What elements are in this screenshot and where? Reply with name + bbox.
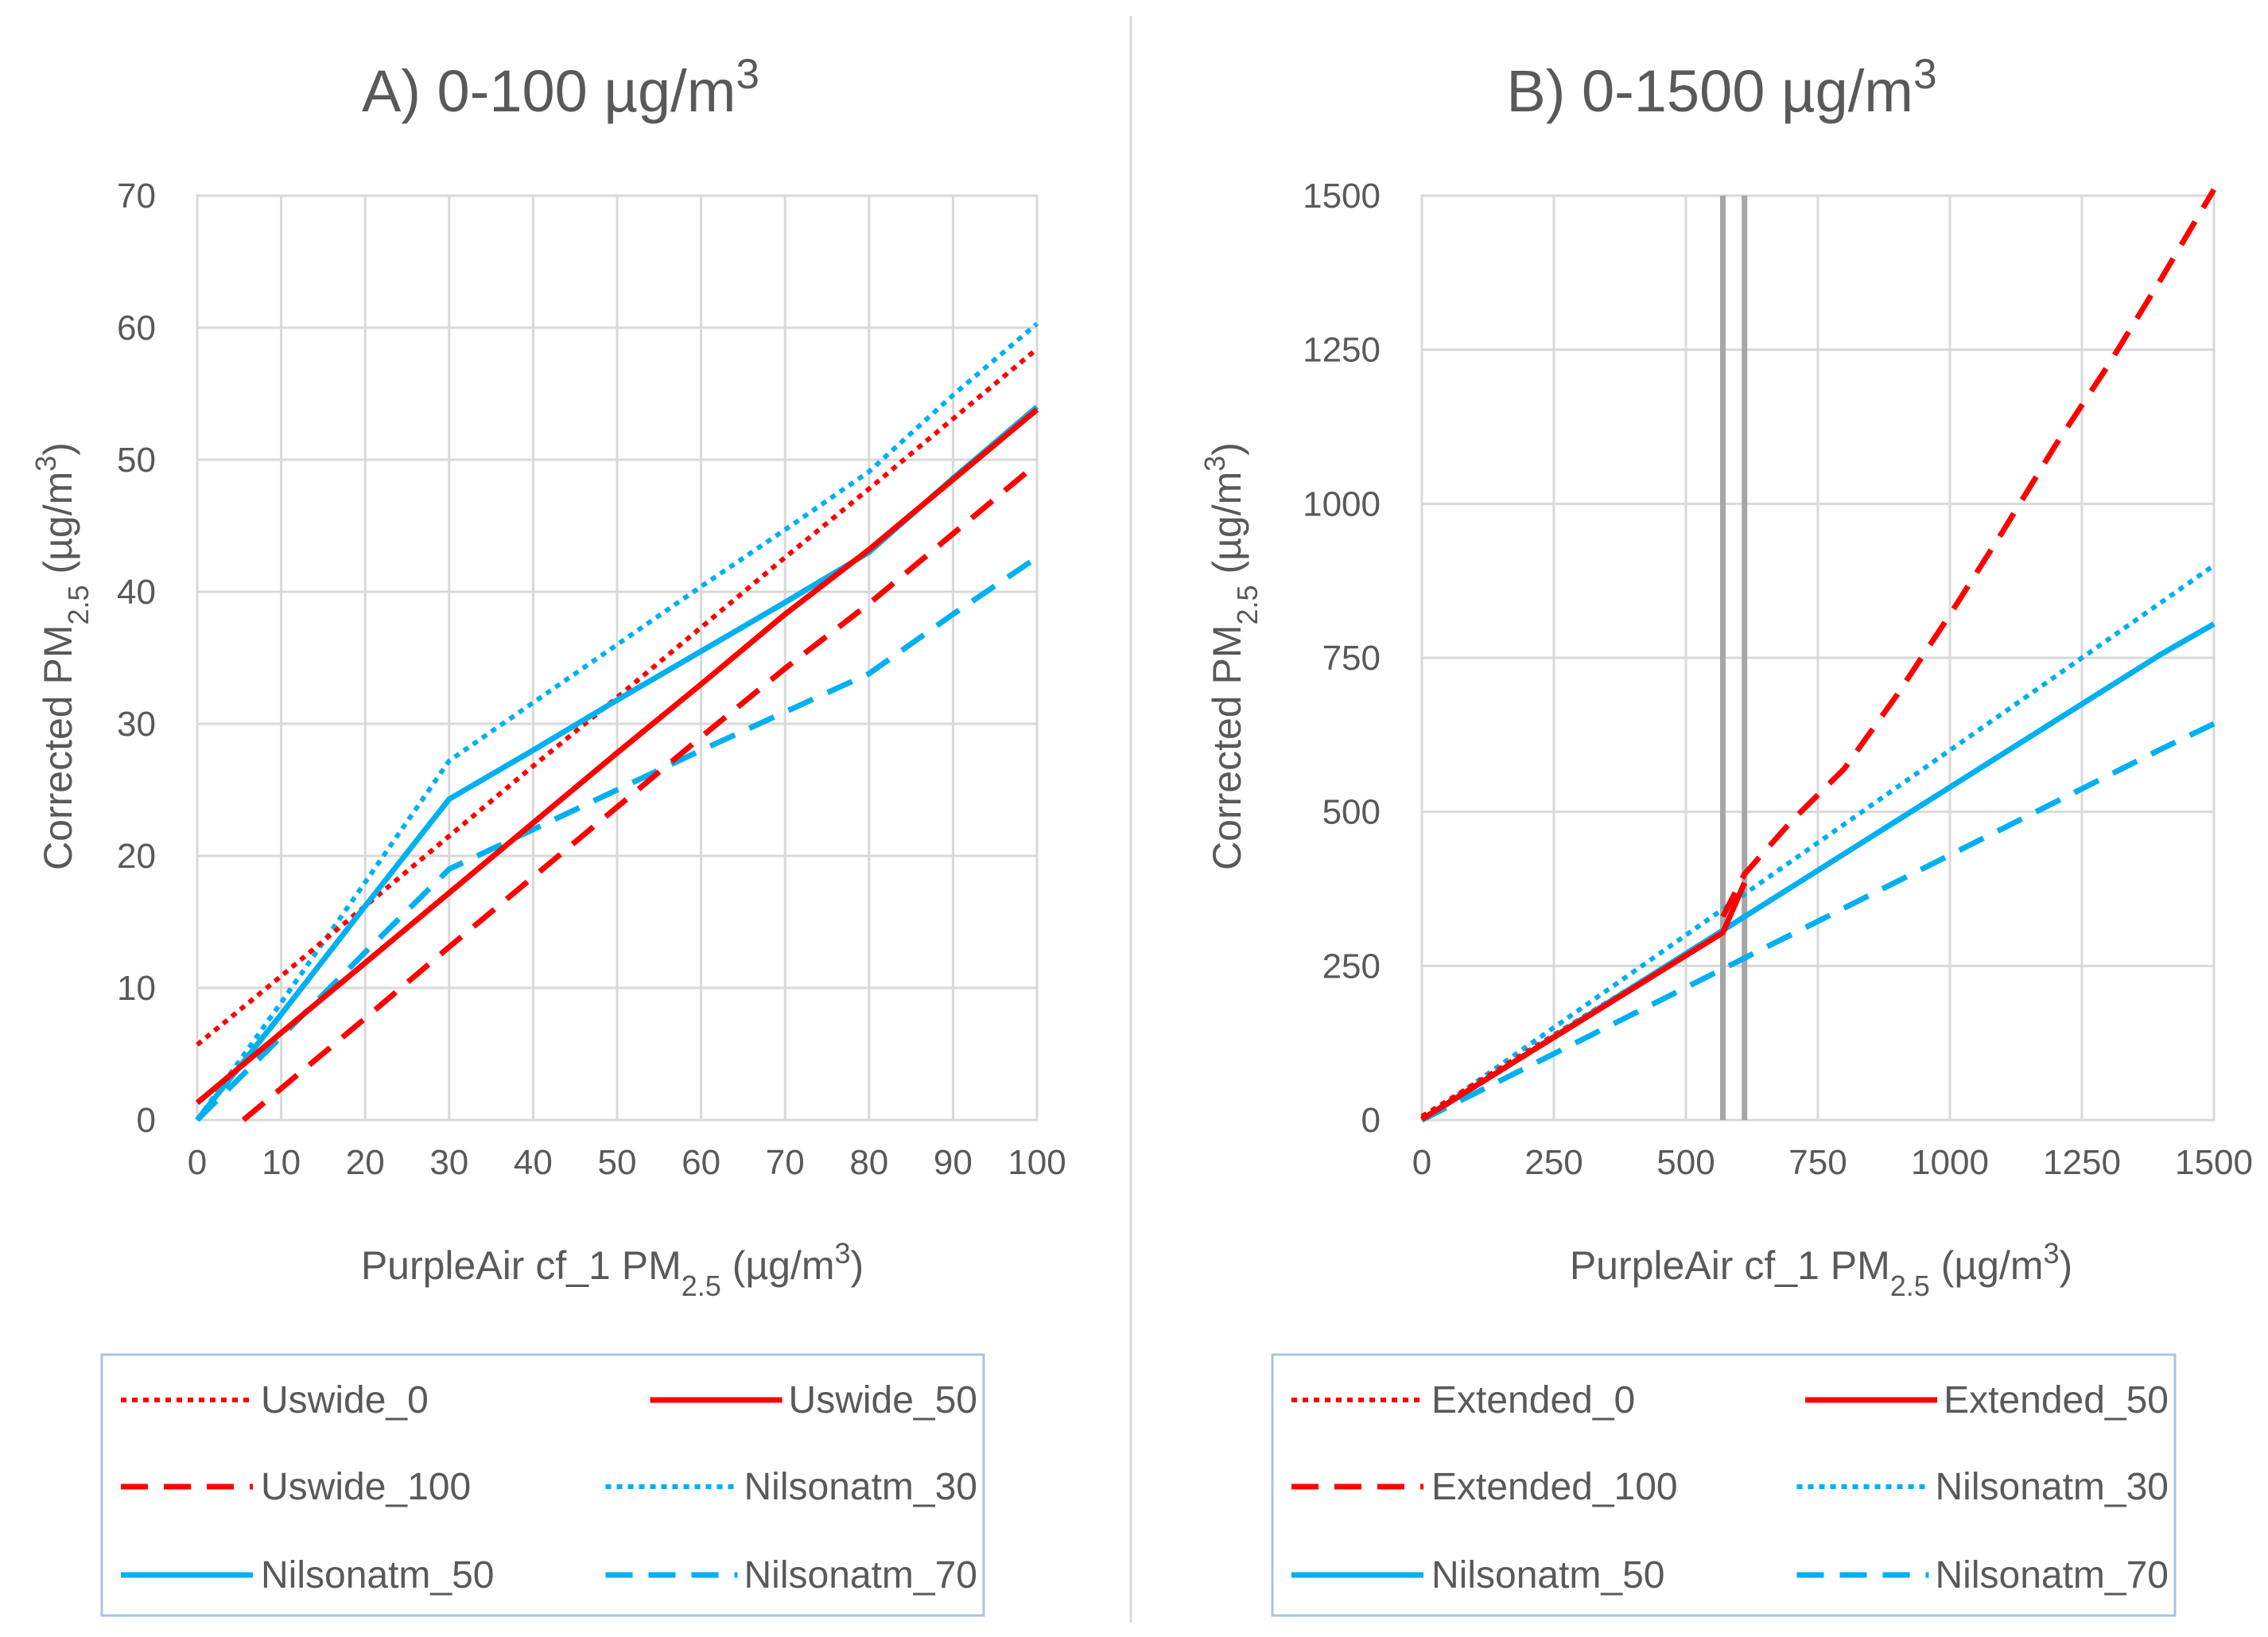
y-tick-label: 20	[117, 837, 156, 876]
series-line-nilsonatm-30	[1420, 563, 2216, 1122]
legend-label-nilsonatm-30: Nilsonatm_30	[744, 1466, 977, 1508]
legend-label-uswide-100: Uswide_100	[261, 1466, 471, 1508]
series-line-nilsonatm-70	[195, 554, 1039, 1122]
chart-b-title: B) 0-1500 µg/m3	[1506, 51, 1936, 125]
series-line-uswide-0	[196, 347, 1039, 1047]
y-tick-label: 250	[1322, 947, 1381, 986]
x-tick-label: 40	[514, 1143, 553, 1182]
x-tick-label: 1500	[2175, 1143, 2253, 1182]
chart-a-title: A) 0-100 µg/m3	[362, 51, 759, 125]
series-line-extended-100	[1720, 188, 2217, 918]
x-tick-label: 70	[766, 1143, 805, 1182]
legend-label-nilsonatm-30: Nilsonatm_30	[1936, 1466, 2169, 1508]
legend-label-extended-100: Extended_100	[1431, 1466, 1678, 1508]
x-tick-label: 60	[682, 1143, 720, 1182]
x-tick-label: 50	[598, 1143, 637, 1182]
x-tick-label: 100	[1008, 1143, 1066, 1182]
y-tick-label: 60	[117, 309, 156, 348]
chart-b-gridlines	[1420, 194, 2216, 1122]
y-tick-label: 750	[1322, 639, 1381, 678]
legend-label-nilsonatm-70: Nilsonatm_70	[744, 1554, 977, 1596]
chart-a-x-axis-label: PurpleAir cf_1 PM2.5 (µg/m3)	[361, 1237, 864, 1302]
y-tick-label: 1250	[1303, 331, 1381, 370]
y-tick-label: 0	[1361, 1101, 1381, 1140]
y-tick-label: 40	[117, 573, 156, 612]
legend-label-uswide-50: Uswide_50	[789, 1379, 977, 1421]
y-tick-label: 1000	[1303, 484, 1381, 523]
legend-label-nilsonatm-70: Nilsonatm_70	[1936, 1554, 2169, 1596]
y-tick-label: 50	[117, 441, 156, 480]
y-tick-label: 30	[117, 705, 156, 744]
chart-b-ticks: 0 250 500 750 1000 1250 1500 0 250 500 750 1000 1250…	[1303, 177, 2253, 1182]
legend-label-nilsonatm-50: Nilsonatm_50	[1431, 1554, 1664, 1596]
x-tick-label: 90	[934, 1143, 973, 1182]
chart-a-gridlines	[196, 194, 1039, 1122]
y-tick-label: 70	[117, 177, 156, 216]
x-tick-label: 750	[1788, 1143, 1847, 1182]
chart-b-y-axis-label: Corrected PM2.5 (µg/m3)	[1198, 442, 1264, 870]
chart-a-y-axis-label: Corrected PM2.5 (µg/m3)	[29, 442, 95, 870]
chart-a-series	[195, 321, 1039, 1122]
x-tick-label: 250	[1524, 1143, 1583, 1182]
x-tick-label: 30	[429, 1143, 468, 1182]
legend-label-extended-0: Extended_0	[1431, 1379, 1635, 1421]
chart-a: A) 0-100 µg/m3 0 10 20 30 40 50 60 70 80 90 100 0 10…	[29, 51, 1066, 1617]
chart-b-reference-lines	[1719, 196, 1748, 1120]
x-tick-label: 10	[262, 1143, 301, 1182]
series-line-uswide-50	[195, 407, 1039, 1106]
x-tick-label: 1250	[2043, 1143, 2121, 1182]
chart-a-legend: Uswide_0 Uswide_50 Uswide_100 Nilsonatm_30 N…	[121, 1379, 977, 1596]
chart-b: B) 0-1500 µg/m3 0 250 500 750 1000 1250 1500 0 2…	[1198, 51, 2253, 1617]
y-tick-label: 10	[117, 969, 156, 1008]
y-tick-label: 1500	[1303, 177, 1381, 216]
series-line-nilsonatm-70	[1420, 721, 2216, 1123]
x-tick-label: 1000	[1911, 1143, 1989, 1182]
x-tick-label: 0	[188, 1143, 207, 1182]
x-tick-label: 20	[346, 1143, 385, 1182]
y-tick-label: 0	[137, 1101, 156, 1140]
x-tick-label: 500	[1656, 1143, 1715, 1182]
series-line-extended-50	[1420, 881, 1747, 1122]
series-line-uswide-100	[241, 461, 1039, 1122]
x-tick-label: 0	[1412, 1143, 1431, 1182]
legend-label-nilsonatm-50: Nilsonatm_50	[261, 1554, 494, 1596]
x-tick-label: 80	[849, 1143, 888, 1182]
chart-b-x-axis-label: PurpleAir cf_1 PM2.5 (µg/m3)	[1570, 1237, 2072, 1302]
legend-label-uswide-0: Uswide_0	[261, 1379, 429, 1421]
chart-b-series	[1420, 188, 2217, 1123]
legend-label-extended-50: Extended_50	[1944, 1379, 2169, 1421]
chart-b-legend: Extended_0 Extended_50 Extended_100 Nilsona…	[1291, 1379, 2169, 1596]
y-tick-label: 500	[1322, 793, 1381, 832]
chart-a-ticks: 0 10 20 30 40 50 60 70 80 90 100 0 10 20 30 40 50 60 70	[117, 177, 1066, 1182]
